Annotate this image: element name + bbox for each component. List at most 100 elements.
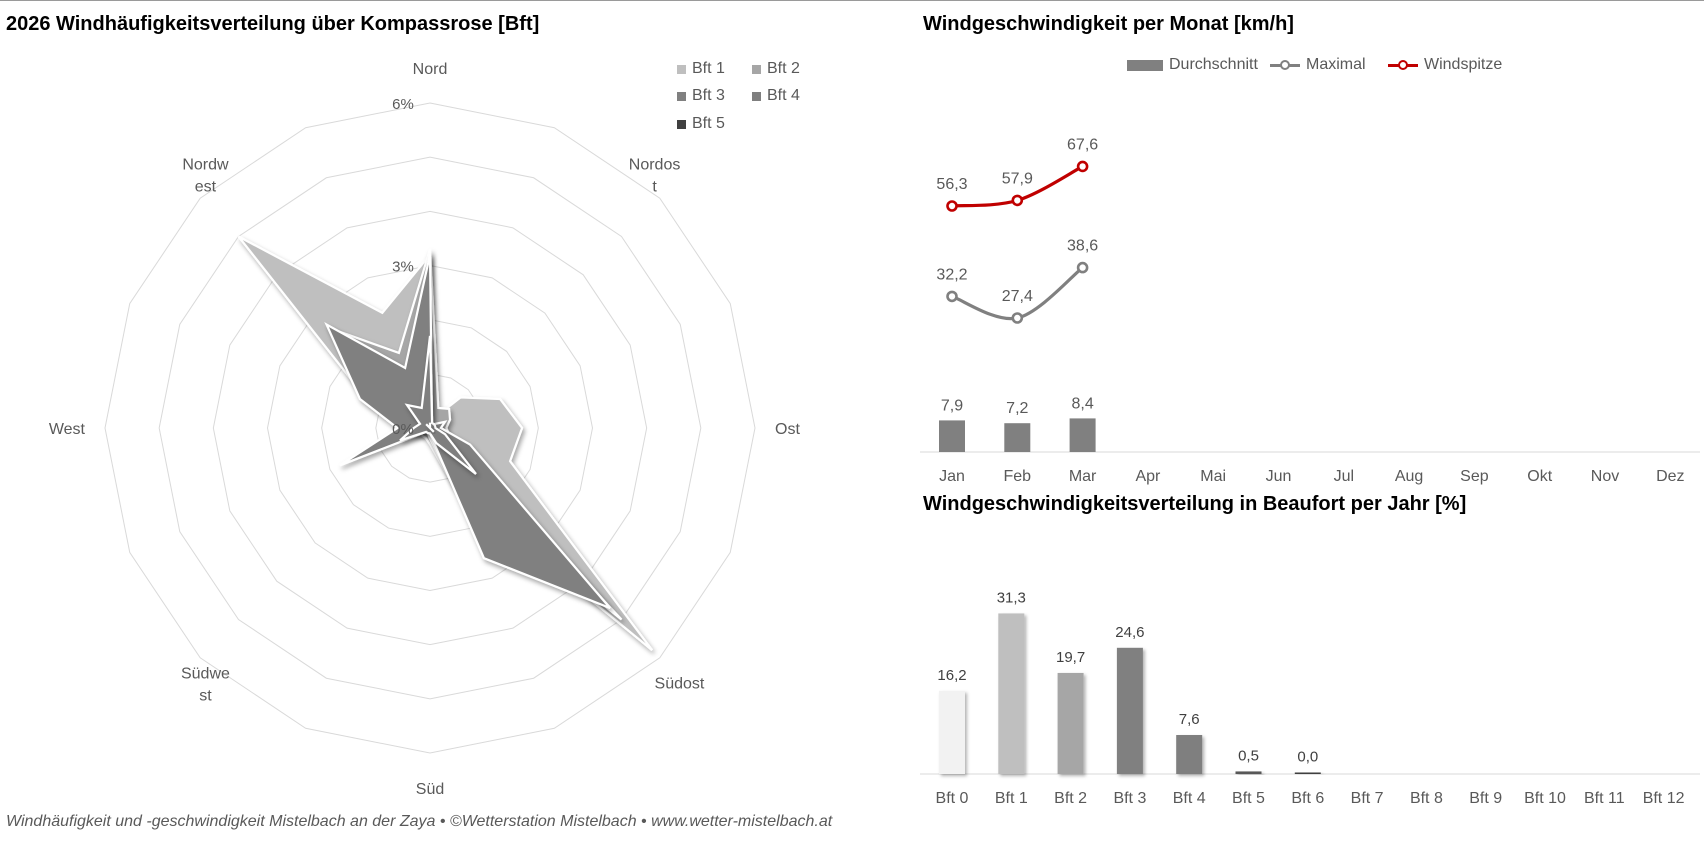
beaufort-x-tick-label: Bft 9	[1469, 790, 1502, 807]
radar-direction-label: Südwe	[181, 666, 230, 683]
radar-direction-label: Nord	[413, 61, 448, 78]
monthly-point-label: 57,9	[1002, 170, 1033, 187]
legend-item-bft2: Bft 2	[752, 60, 800, 78]
beaufort-bar	[1176, 735, 1203, 774]
beaufort-bar	[1294, 772, 1321, 774]
monthly-bar-label: 7,9	[941, 397, 963, 414]
monthly-bar-durchschnitt	[1004, 423, 1031, 452]
legend-item-bft1: Bft 1	[677, 60, 725, 78]
footer-credit: Windhäufigkeit und -geschwindigkeit Mist…	[6, 813, 833, 830]
beaufort-x-tick-label: Bft 5	[1232, 790, 1265, 807]
monthly-x-tick-label: Okt	[1527, 468, 1552, 485]
beaufort-bar-label: 31,3	[997, 589, 1026, 606]
monthly-point-maximal	[946, 290, 958, 303]
radar-gridline	[321, 319, 539, 537]
legend-swatch	[752, 91, 761, 101]
beaufort-x-tick-label: Bft 4	[1173, 790, 1206, 807]
radar-direction-label: Nordos	[629, 156, 681, 173]
beaufort-bar	[1057, 672, 1084, 774]
monthly-x-tick-label: Nov	[1591, 468, 1619, 485]
legend-label: Durchschnitt	[1169, 56, 1258, 73]
monthly-bar-label: 8,4	[1071, 395, 1093, 412]
radar-direction-label: est	[195, 178, 217, 195]
beaufort-x-tick-label: Bft 12	[1643, 790, 1685, 807]
radar-tick-label: 6%	[392, 96, 414, 113]
radar-direction-label: Ost	[775, 421, 800, 438]
beaufort-x-tick-label: Bft 1	[995, 790, 1028, 807]
radar-tick-label: 3%	[392, 259, 414, 276]
beaufort-bar-label: 24,6	[1115, 624, 1144, 641]
legend-label: Bft 2	[767, 60, 800, 77]
monthly-x-tick-label: Sep	[1460, 468, 1489, 485]
monthly-wind-speed-chart: Jan Feb Mar Apr Mai Jun Jul Aug Sep Okt Nov Dez 7,9 7…	[920, 136, 1700, 485]
radar-direction-label: Nordw	[182, 156, 229, 173]
beaufort-x-tick-label: Bft 7	[1351, 790, 1384, 807]
radar-direction-label: Südost	[655, 676, 705, 693]
radar-gridline	[212, 210, 648, 646]
legend-item-windspitze: Windspitze	[1388, 56, 1502, 74]
monthly-bar-label: 7,2	[1006, 400, 1028, 417]
monthly-point-windspitze	[1076, 160, 1089, 173]
legend-item-bft3: Bft 3	[677, 87, 725, 105]
radar-tick-label: 0%	[392, 421, 414, 438]
wind-rose-chart: 0% 3% 6% Nord Nordos t Ost Südost Süd Südwe st West…	[49, 61, 801, 798]
monthly-point-windspitze	[946, 200, 958, 212]
monthly-chart-title: Windgeschwindigkeit per Monat [km/h]	[923, 13, 1294, 35]
monthly-x-tick-label: Apr	[1135, 468, 1161, 485]
legend-label: Bft 3	[692, 87, 725, 104]
radar-direction-label: West	[49, 421, 86, 438]
monthly-point-label: 56,3	[936, 176, 967, 193]
monthly-point-maximal	[1076, 261, 1089, 274]
beaufort-bar	[1235, 771, 1262, 774]
radar-gridline	[266, 264, 594, 592]
beaufort-x-tick-label: Bft 0	[936, 790, 969, 807]
monthly-point-label: 67,6	[1067, 136, 1098, 153]
legend-swatch	[677, 119, 686, 129]
legend-label: Bft 5	[692, 115, 725, 132]
monthly-bar-durchschnitt	[1069, 418, 1096, 452]
monthly-point-label: 38,6	[1067, 238, 1098, 255]
monthly-x-tick-label: Dez	[1656, 468, 1684, 485]
radar-series-bft-5	[425, 422, 435, 433]
legend-swatch	[1388, 59, 1418, 71]
legend-label: Windspitze	[1424, 56, 1503, 73]
legend-label: Bft 4	[767, 87, 800, 104]
radar-chart-title: 2026 Windhäufigkeitsverteilung über Komp…	[6, 13, 540, 35]
beaufort-x-tick-label: Bft 6	[1291, 790, 1324, 807]
beaufort-bar-label: 7,6	[1179, 711, 1200, 728]
beaufort-x-tick-label: Bft 3	[1113, 790, 1146, 807]
beaufort-bar-label: 0,5	[1238, 747, 1259, 764]
beaufort-bar	[1116, 647, 1143, 774]
radar-direction-label: Süd	[416, 781, 444, 798]
beaufort-bar-label: 0,0	[1297, 749, 1318, 766]
monthly-bar-durchschnitt	[939, 420, 965, 452]
beaufort-distribution-chart: Bft 0 Bft 1 Bft 2 Bft 3 Bft 4 Bft 5 Bft 6 Bft 7…	[920, 589, 1700, 807]
beaufort-bar-label: 16,2	[937, 667, 966, 684]
beaufort-bar	[998, 613, 1025, 774]
beaufort-chart-title: Windgeschwindigkeitsverteilung in Beaufo…	[923, 493, 1467, 515]
legend-label: Bft 1	[692, 60, 725, 77]
legend-swatch	[677, 91, 686, 101]
monthly-x-tick-label: Feb	[1004, 468, 1032, 485]
beaufort-x-tick-label: Bft 8	[1410, 790, 1443, 807]
monthly-x-tick-label: Aug	[1395, 468, 1423, 485]
top-border	[0, 0, 1704, 1]
beaufort-bar-label: 19,7	[1056, 649, 1085, 666]
beaufort-x-tick-label: Bft 10	[1524, 790, 1566, 807]
monthly-x-tick-label: Jul	[1334, 468, 1354, 485]
monthly-point-windspitze	[1011, 194, 1024, 207]
legend-swatch	[677, 64, 686, 74]
monthly-x-tick-label: Mar	[1069, 468, 1097, 485]
beaufort-x-tick-label: Bft 2	[1054, 790, 1087, 807]
monthly-x-tick-label: Jan	[939, 468, 965, 485]
radar-gridline	[158, 156, 702, 700]
legend-item-bft4: Bft 4	[752, 87, 800, 105]
beaufort-bar	[939, 690, 965, 774]
legend-item-bft5: Bft 5	[677, 115, 725, 133]
legend-swatch	[752, 64, 761, 74]
monthly-point-label: 27,4	[1002, 288, 1033, 305]
legend-item-maximal: Maximal	[1270, 56, 1366, 74]
beaufort-x-tick-label: Bft 11	[1584, 790, 1625, 807]
monthly-x-tick-label: Mai	[1200, 468, 1226, 485]
radar-direction-label: t	[652, 178, 657, 195]
